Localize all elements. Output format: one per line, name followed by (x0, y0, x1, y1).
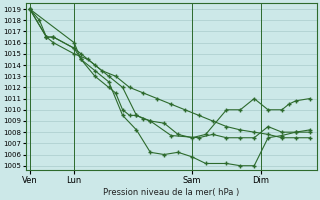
X-axis label: Pression niveau de la mer( hPa ): Pression niveau de la mer( hPa ) (103, 188, 239, 197)
